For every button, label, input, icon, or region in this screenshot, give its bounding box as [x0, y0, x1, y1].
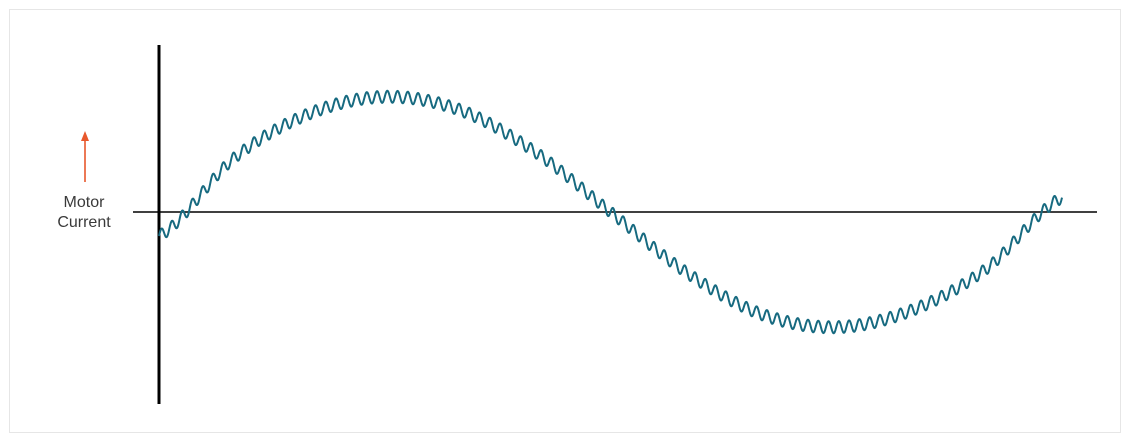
y-axis-label-line-2: Current: [57, 214, 111, 231]
y-axis-label-line-1: Motor: [64, 194, 106, 211]
up-arrow-icon: [81, 131, 89, 182]
chart-frame: [9, 9, 1121, 433]
motor-current-waveform: [158, 89, 1063, 335]
